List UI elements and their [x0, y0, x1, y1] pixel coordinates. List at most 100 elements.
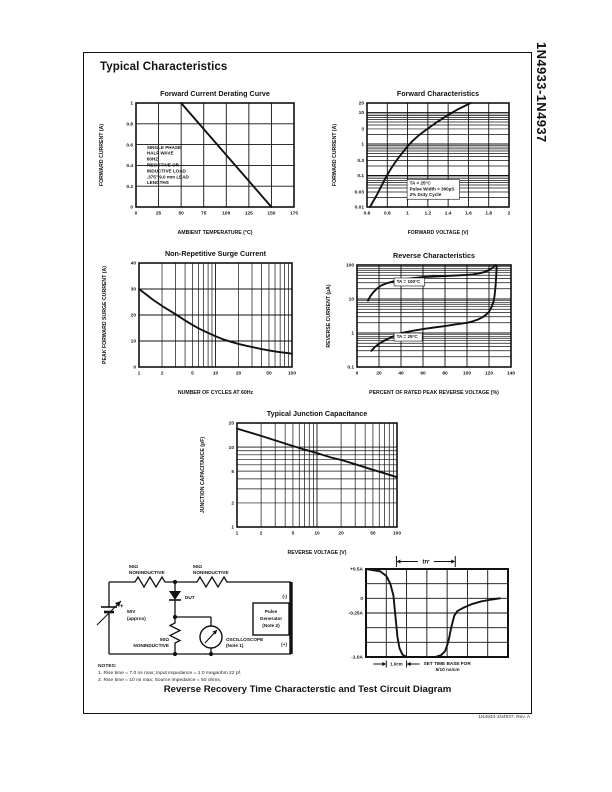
- pulse-generator-label: Pulse: [265, 609, 278, 614]
- svg-text:RESISTIVE OR: RESISTIVE OR: [147, 162, 180, 167]
- note-line: 2. Rise time = 10 ns max; Source impedan…: [98, 678, 222, 683]
- svg-text:(Note 2): (Note 2): [262, 623, 280, 628]
- dut-label: DUT: [185, 595, 195, 600]
- svg-text:125: 125: [245, 211, 253, 217]
- chart-canvas: 1 2 5 10 20 50 100 1 2 5 10 20 Typical Junction Capa…: [200, 409, 401, 556]
- r-top-left-label: 50Ω: [129, 564, 138, 569]
- svg-text:LENGTHS: LENGTHS: [147, 180, 169, 185]
- svg-text:0.6: 0.6: [126, 142, 133, 148]
- svg-text:TA = 25°C: TA = 25°C: [410, 180, 432, 185]
- chart-canvas: 0 20 40 60 80 100 120 140 0.1 1 10 100 Reverse Chara…: [326, 251, 515, 396]
- chart-canvas: +0.5A 0 -0.25A -1.0A trr 1.0cm SET TIME BASE F…: [349, 556, 509, 672]
- svg-text:5: 5: [292, 531, 295, 537]
- chart-typical-junction-capacitance: 1 2 5 10 20 50 100 1 2 5 10 20 Typical Junction Capa…: [197, 405, 409, 557]
- svg-text:0.01: 0.01: [355, 205, 365, 211]
- svg-text:10: 10: [359, 110, 365, 116]
- svg-text:75: 75: [201, 211, 207, 217]
- svg-text:0.1: 0.1: [347, 365, 354, 371]
- svg-text:PEAK FORWARD SURGE CURRENT (A): PEAK FORWARD SURGE CURRENT (A): [102, 266, 108, 364]
- svg-text:2: 2: [260, 531, 263, 537]
- svg-text:120: 120: [485, 371, 493, 377]
- battery-plus-label: +: [120, 604, 124, 610]
- svg-text:Pulse Width = 300µS: Pulse Width = 300µS: [410, 186, 455, 191]
- svg-text:10: 10: [349, 297, 355, 303]
- svg-text:50: 50: [370, 531, 376, 537]
- resistor-bottom: [168, 617, 182, 654]
- svg-text:PERCENT OF RATED PEAK REVERSE: PERCENT OF RATED PEAK REVERSE VOLTAGE (%…: [369, 390, 499, 396]
- svg-text:25: 25: [156, 211, 162, 217]
- chart-forward-characteristics: 0.6 0.8 1 1.2 1.4 1.6 1.8 2 0.01 0.03 0.1 0.3 1 3 10 20…: [329, 85, 519, 237]
- notes-title: NOTES:: [98, 664, 117, 669]
- diode-icon: [169, 591, 181, 600]
- svg-text:100: 100: [288, 371, 296, 377]
- svg-text:1: 1: [236, 531, 239, 537]
- test-circuit-diagram: 50Ω NONINDUCTIVE 50Ω NONINDUCTIVE DUT + …: [96, 564, 293, 657]
- chart-reverse-recovery-waveform: +0.5A 0 -0.25A -1.0A trr 1.0cm SET TIME BASE F…: [336, 555, 514, 683]
- svg-text:10: 10: [213, 371, 219, 377]
- svg-text:REVERSE CURRENT (µA): REVERSE CURRENT (µA): [326, 284, 332, 347]
- chart-canvas: 0.6 0.8 1 1.2 1.4 1.6 1.8 2 0.01 0.03 0.1 0.3 1 3 10 20…: [332, 89, 511, 236]
- svg-text:.375" 9.0 mm LEAD: .375" 9.0 mm LEAD: [147, 174, 190, 179]
- svg-text:1.4: 1.4: [445, 211, 452, 217]
- svg-text:FORWARD VOLTAGE (V): FORWARD VOLTAGE (V): [408, 230, 469, 236]
- svg-text:0.1: 0.1: [357, 173, 364, 179]
- svg-text:20: 20: [376, 371, 382, 377]
- svg-text:-0.25A: -0.25A: [349, 611, 364, 617]
- svg-text:10: 10: [229, 445, 235, 451]
- svg-text:20: 20: [236, 371, 242, 377]
- svg-text:140: 140: [507, 371, 515, 377]
- part-number-side-label: 1N4933-1N4937: [534, 42, 549, 143]
- note-line: 1. Rise time = 7.0 ns max; Input impedan…: [98, 671, 242, 676]
- r-bottom-label: 50Ω: [160, 637, 169, 642]
- svg-text:60: 60: [420, 371, 426, 377]
- svg-text:(approx): (approx): [127, 616, 146, 621]
- oscilloscope-label: OSCILLOSCOPE: [226, 637, 263, 642]
- svg-text:0.8: 0.8: [384, 211, 391, 217]
- svg-text:2: 2: [231, 501, 234, 507]
- svg-text:0: 0: [360, 596, 363, 602]
- svg-text:40: 40: [131, 261, 137, 267]
- svg-text:20: 20: [229, 421, 235, 427]
- svg-text:Forward Characteristics: Forward Characteristics: [397, 89, 479, 98]
- resistor-top-right: [193, 575, 229, 589]
- svg-text:100: 100: [463, 371, 471, 377]
- svg-text:1.8: 1.8: [485, 211, 492, 217]
- svg-text:TA = 25°C: TA = 25°C: [397, 334, 419, 339]
- svg-text:50: 50: [178, 211, 184, 217]
- svg-text:trr: trr: [422, 559, 429, 566]
- svg-text:REVERSE VOLTAGE (V): REVERSE VOLTAGE (V): [288, 550, 347, 556]
- svg-text:100: 100: [222, 211, 230, 217]
- svg-text:FORWARD CURRENT (A): FORWARD CURRENT (A): [99, 124, 105, 186]
- svg-text:0: 0: [356, 371, 359, 377]
- source-voltage-label: 50V: [127, 609, 136, 614]
- svg-text:1.6: 1.6: [465, 211, 472, 217]
- svg-text:1: 1: [361, 142, 364, 148]
- svg-text:100: 100: [393, 531, 401, 537]
- svg-text:1: 1: [130, 101, 133, 107]
- chart-reverse-characteristics: 0 20 40 60 80 100 120 140 0.1 1 10 100 Reverse Chara…: [323, 247, 519, 397]
- svg-text:(Note 1): (Note 1): [226, 643, 244, 648]
- svg-text:10: 10: [314, 531, 320, 537]
- svg-text:100: 100: [346, 263, 354, 269]
- svg-text:Typical Junction Capacitance: Typical Junction Capacitance: [267, 409, 368, 418]
- svg-text:20: 20: [338, 531, 344, 537]
- page-border: Typical Characteristics 0 25 50 75 100 125 150…: [83, 52, 532, 714]
- svg-text:1.0cm: 1.0cm: [390, 662, 403, 667]
- svg-text:+0.5A: +0.5A: [350, 567, 363, 573]
- chart-canvas: 0 25 50 75 100 125 150 175 0 0.2 0.4 0.6 0.8 1 Forward…: [99, 89, 298, 236]
- svg-text:0: 0: [135, 211, 138, 217]
- svg-text:30: 30: [131, 287, 137, 293]
- svg-text:NUMBER OF CYCLES AT 60Hz: NUMBER OF CYCLES AT 60Hz: [178, 390, 254, 396]
- svg-text:1: 1: [406, 211, 409, 217]
- circuit-notes: NOTES: 1. Rise time = 7.0 ns max; Input …: [98, 663, 241, 684]
- svg-text:Reverse Characteristics: Reverse Characteristics: [393, 251, 475, 260]
- svg-text:-1.0A: -1.0A: [351, 655, 363, 661]
- svg-text:0.2: 0.2: [126, 184, 133, 190]
- svg-text:SET TIME BASE FOR: SET TIME BASE FOR: [424, 661, 472, 666]
- svg-text:3: 3: [361, 127, 364, 133]
- svg-text:AMBIENT TEMPERATURE (°C): AMBIENT TEMPERATURE (°C): [178, 230, 253, 236]
- svg-text:NONINDUCTIVE: NONINDUCTIVE: [129, 570, 165, 575]
- svg-text:JUNCTION CAPACITANCE (pF): JUNCTION CAPACITANCE (pF): [200, 437, 206, 513]
- svg-text:5: 5: [231, 469, 234, 475]
